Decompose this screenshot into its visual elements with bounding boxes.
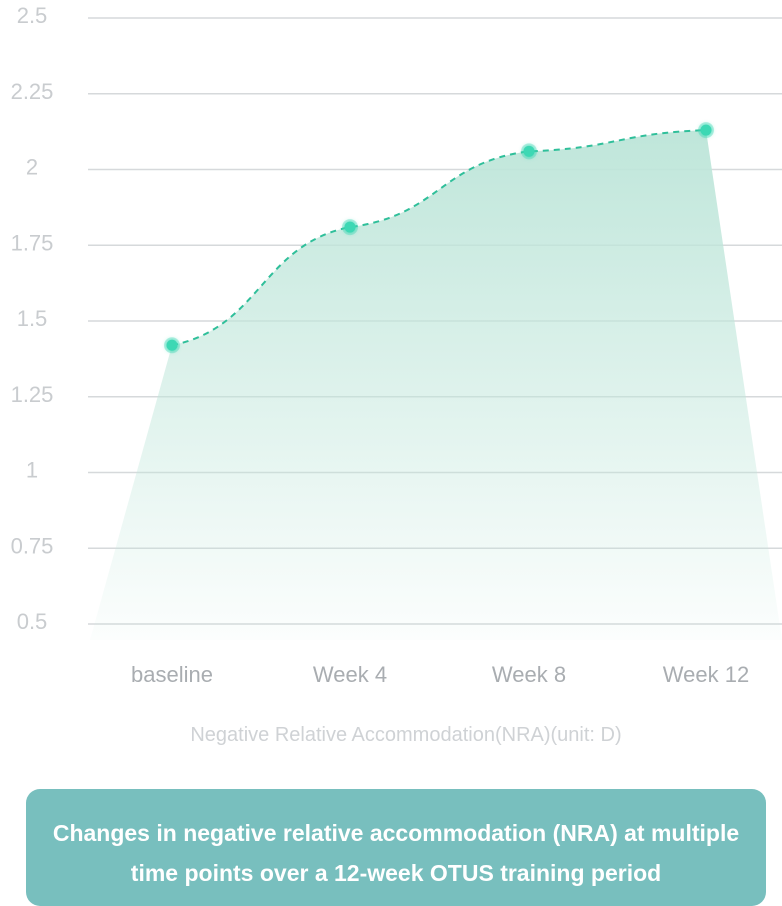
y-tick-label: 0.5	[17, 609, 48, 634]
y-tick-label: 2.25	[11, 79, 54, 104]
y-tick-label: 2.5	[17, 3, 48, 28]
y-tick-label: 0.75	[11, 533, 54, 558]
x-axis-title: Negative Relative Accommodation(NRA)(uni…	[190, 724, 622, 746]
y-tick-label: 1	[26, 458, 38, 483]
x-axis-ticks: baseline Week 4 Week 8 Week 12	[131, 662, 749, 687]
x-tick-label: baseline	[131, 662, 213, 687]
caption-text: Changes in negative relative accommodati…	[52, 820, 740, 886]
data-points	[164, 122, 714, 354]
data-point	[344, 221, 356, 233]
y-tick-label: 1.5	[17, 306, 48, 331]
data-point	[700, 124, 712, 136]
x-tick-label: Week 8	[492, 662, 566, 687]
data-point	[523, 145, 535, 157]
nra-area-chart: 2.5 2.25 2 1.75 1.5 1.25 1 0.75 0.5 baseline Week…	[11, 3, 782, 687]
caption-box: Changes in negative relative accommodati…	[26, 789, 766, 906]
x-tick-label: Week 12	[663, 662, 749, 687]
y-tick-label: 1.25	[11, 382, 54, 407]
y-axis-ticks: 2.5 2.25 2 1.75 1.5 1.25 1 0.75 0.5	[11, 3, 54, 634]
data-point	[166, 339, 178, 351]
y-tick-label: 1.75	[11, 230, 54, 255]
y-tick-label: 2	[26, 155, 38, 180]
x-tick-label: Week 4	[313, 662, 387, 687]
series-line	[171, 129, 707, 347]
area-fill	[90, 130, 782, 641]
